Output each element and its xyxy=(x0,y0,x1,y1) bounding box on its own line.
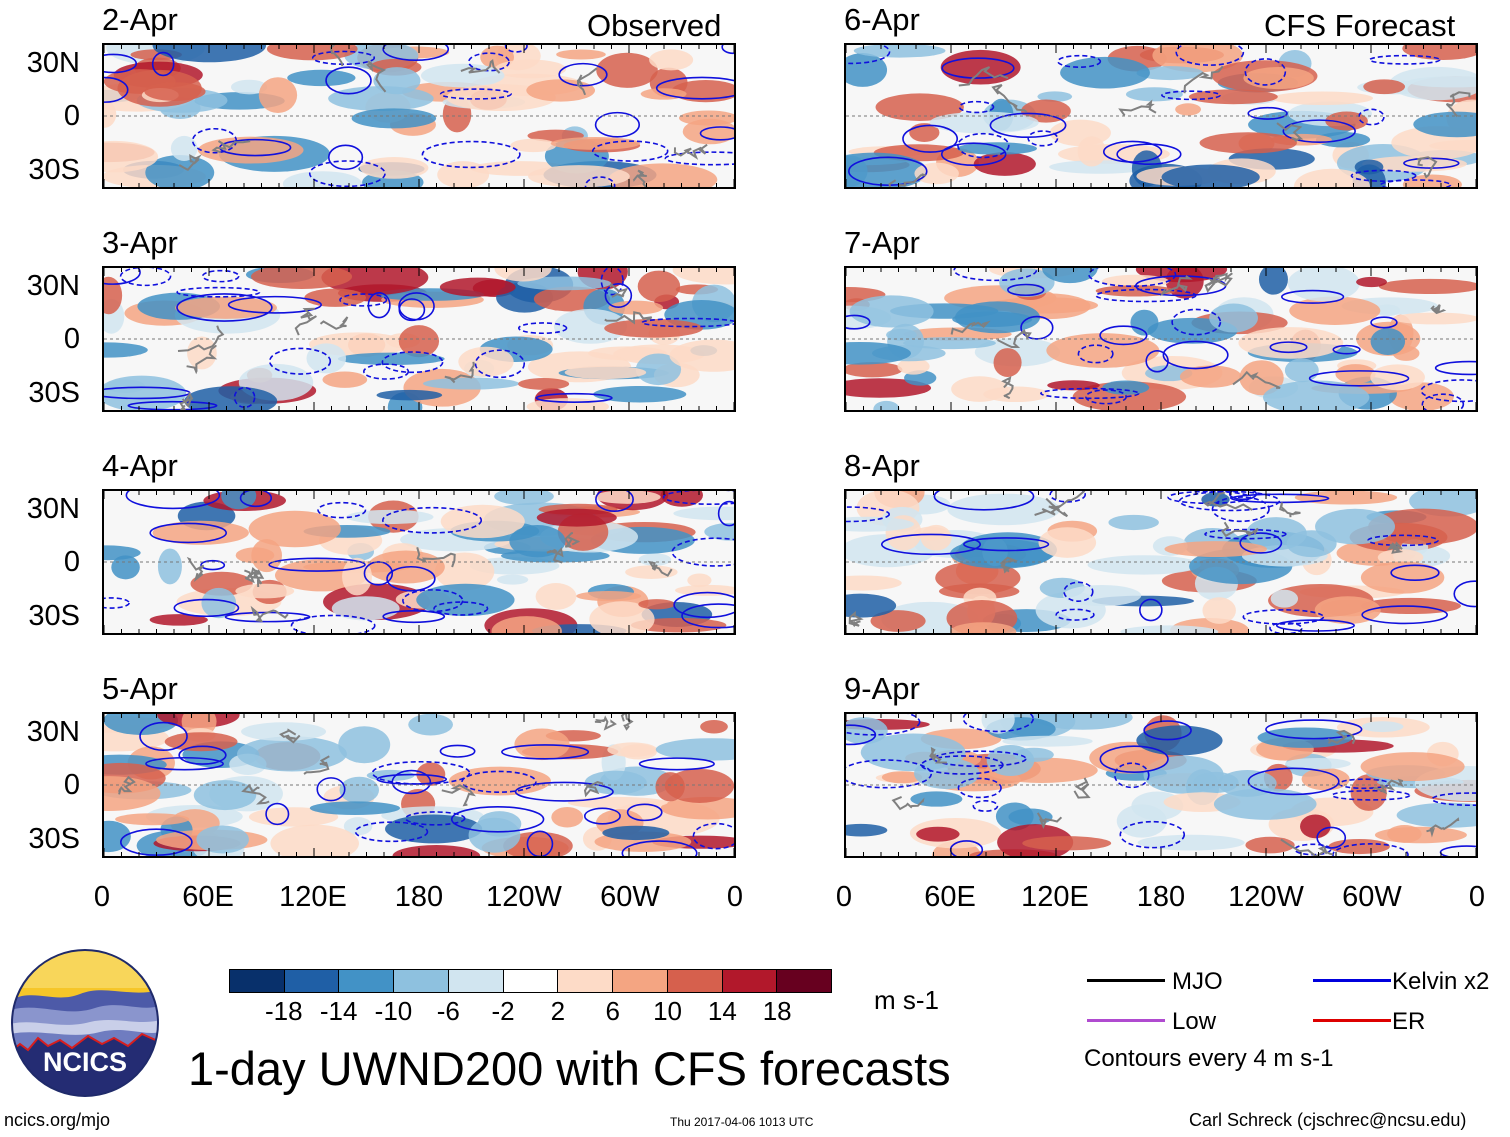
lat-label: 30N xyxy=(26,270,80,302)
lon-label: 0 xyxy=(726,881,744,913)
lon-label: 120W xyxy=(486,881,562,913)
wind-field xyxy=(104,714,734,856)
lon-label: 120W xyxy=(1228,881,1304,913)
lon-label: 60W xyxy=(600,881,660,913)
colorbar-swatch xyxy=(612,970,667,992)
footer-url: ncics.org/mjo xyxy=(4,1110,111,1130)
colorbar-tick-label: -2 xyxy=(491,996,515,1026)
colorbar-tick-label: 6 xyxy=(605,996,620,1026)
wind-field xyxy=(104,268,734,410)
map-panel xyxy=(102,266,736,412)
map-panel xyxy=(102,43,736,189)
colorbar-swatch xyxy=(283,970,339,992)
wind-field xyxy=(104,491,734,633)
legend-label-low: Low xyxy=(1172,1008,1217,1035)
map-panel xyxy=(102,489,736,635)
lat-label: 30S xyxy=(28,377,80,409)
lat-label: 30S xyxy=(28,600,80,632)
colorbar-tick-label: -10 xyxy=(374,996,413,1026)
lon-label: 180 xyxy=(1136,881,1186,913)
footer-timestamp: Thu 2017-04-06 1013 UTC xyxy=(670,1115,814,1129)
colorbar-swatch xyxy=(338,970,394,992)
figure-title: 1-day UWND200 with CFS forecasts xyxy=(188,1042,951,1095)
colorbar-tick-label: -14 xyxy=(319,996,358,1026)
legend-label-mjo: MJO xyxy=(1172,968,1223,995)
wind-field xyxy=(846,714,1476,856)
lon-label: 0 xyxy=(93,881,111,913)
map-panel xyxy=(844,489,1478,635)
column-title-observed: Observed xyxy=(587,8,722,43)
map-panel xyxy=(102,712,736,858)
wind-field xyxy=(846,491,1476,633)
colorbar-swatch xyxy=(666,970,722,992)
colorbar-tick-label: 14 xyxy=(707,996,737,1026)
wind-field xyxy=(846,268,1476,410)
wind-field xyxy=(104,45,734,187)
contour-note: Contours every 4 m s-1 xyxy=(1084,1045,1334,1072)
panel-date: 4-Apr xyxy=(102,448,178,483)
lat-label: 30N xyxy=(26,493,80,525)
panel-date: 3-Apr xyxy=(102,225,178,260)
lat-label: 30S xyxy=(28,823,80,855)
lat-label: 0 xyxy=(63,769,80,801)
map-panel xyxy=(844,266,1478,412)
lon-label: 0 xyxy=(1468,881,1486,913)
lon-label: 60W xyxy=(1342,881,1402,913)
colorbar-swatch xyxy=(502,970,558,992)
column-title-forecast: CFS Forecast xyxy=(1264,8,1456,43)
lon-label: 120E xyxy=(1021,881,1089,913)
colorbar-tick-label: 18 xyxy=(762,996,792,1026)
panel-date: 9-Apr xyxy=(844,671,920,706)
footer-author: Carl Schreck (cjschrec@ncsu.edu) xyxy=(1189,1110,1467,1130)
colorbar-swatch xyxy=(447,970,503,992)
colorbar-swatch xyxy=(721,970,777,992)
panel-date: 2-Apr xyxy=(102,2,178,37)
colorbar-tick-label: 10 xyxy=(653,996,682,1026)
colorbar-swatch xyxy=(393,970,448,992)
colorbar-tick-label: 2 xyxy=(550,996,566,1026)
lat-label: 30S xyxy=(28,154,80,186)
lon-label: 60E xyxy=(182,881,234,913)
wind-field xyxy=(846,45,1476,187)
colorbar-swatch xyxy=(557,970,613,992)
panel-date: 8-Apr xyxy=(844,448,920,483)
legend-line-mjo xyxy=(1087,979,1165,982)
logo-text: NCICS xyxy=(43,1047,127,1077)
colorbar-tick-label: -6 xyxy=(436,996,460,1026)
lat-label: 30N xyxy=(26,716,80,748)
panel-date: 5-Apr xyxy=(102,671,178,706)
legend-line-er xyxy=(1313,1019,1391,1022)
legend-line-kelvin xyxy=(1313,979,1391,982)
colorbar xyxy=(229,969,832,993)
colorbar-swatch xyxy=(776,970,832,992)
legend-line-low xyxy=(1087,1019,1165,1022)
ncics-logo: NCICS xyxy=(10,948,160,1098)
colorbar-tick-label: -18 xyxy=(265,996,303,1026)
map-panel xyxy=(844,712,1478,858)
colorbar-swatch xyxy=(230,970,284,992)
lat-label: 30N xyxy=(26,47,80,79)
lon-label: 180 xyxy=(394,881,444,913)
legend-label-kelvin: Kelvin x2 xyxy=(1392,968,1490,995)
lat-label: 0 xyxy=(63,546,80,578)
panel-date: 6-Apr xyxy=(844,2,920,37)
map-panel xyxy=(844,43,1478,189)
legend-label-er: ER xyxy=(1392,1008,1426,1035)
panel-date: 7-Apr xyxy=(844,225,920,260)
lat-label: 0 xyxy=(63,323,80,355)
lat-label: 0 xyxy=(63,100,80,132)
colorbar-units: m s-1 xyxy=(874,985,939,1015)
lon-label: 0 xyxy=(835,881,853,913)
lon-label: 120E xyxy=(279,881,347,913)
lon-label: 60E xyxy=(924,881,976,913)
